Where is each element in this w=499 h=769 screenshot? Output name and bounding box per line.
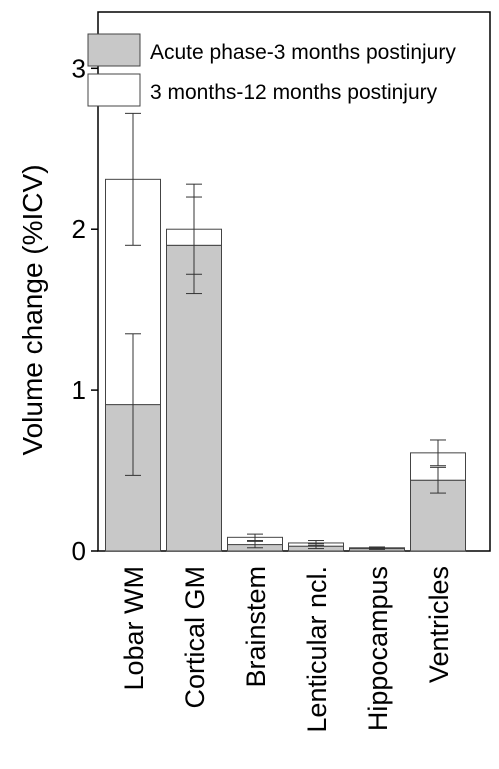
y-axis-label: Volume change (%ICV) <box>17 164 48 455</box>
bars <box>105 178 466 552</box>
y-tick-label: 3 <box>72 53 86 83</box>
x-tick-label: Lobar WM <box>119 566 149 691</box>
y-tick-label: 1 <box>72 375 86 405</box>
x-tick-label: Cortical GM <box>180 566 210 709</box>
legend-label: 3 months-12 months postinjury <box>150 81 438 104</box>
error-bars <box>125 112 446 550</box>
legend: Acute phase-3 months postinjury 3 months-… <box>87 33 456 107</box>
y-ticks: 0 1 2 3 <box>72 53 98 566</box>
legend-swatch <box>87 73 141 107</box>
x-tick-label: Ventricles <box>424 566 454 683</box>
x-tick-label: Brainstem <box>241 566 271 688</box>
legend-swatch <box>87 33 141 67</box>
x-tick-label: Lenticular ncl. <box>302 566 332 733</box>
x-tick-label: Hippocampus <box>363 566 393 731</box>
y-tick-label: 2 <box>72 214 86 244</box>
legend-label: Acute phase-3 months postinjury <box>150 41 456 64</box>
x-tick-labels: Lobar WM Cortical GM Brainstem Lenticular n… <box>119 566 454 733</box>
y-tick-label: 0 <box>72 536 86 566</box>
